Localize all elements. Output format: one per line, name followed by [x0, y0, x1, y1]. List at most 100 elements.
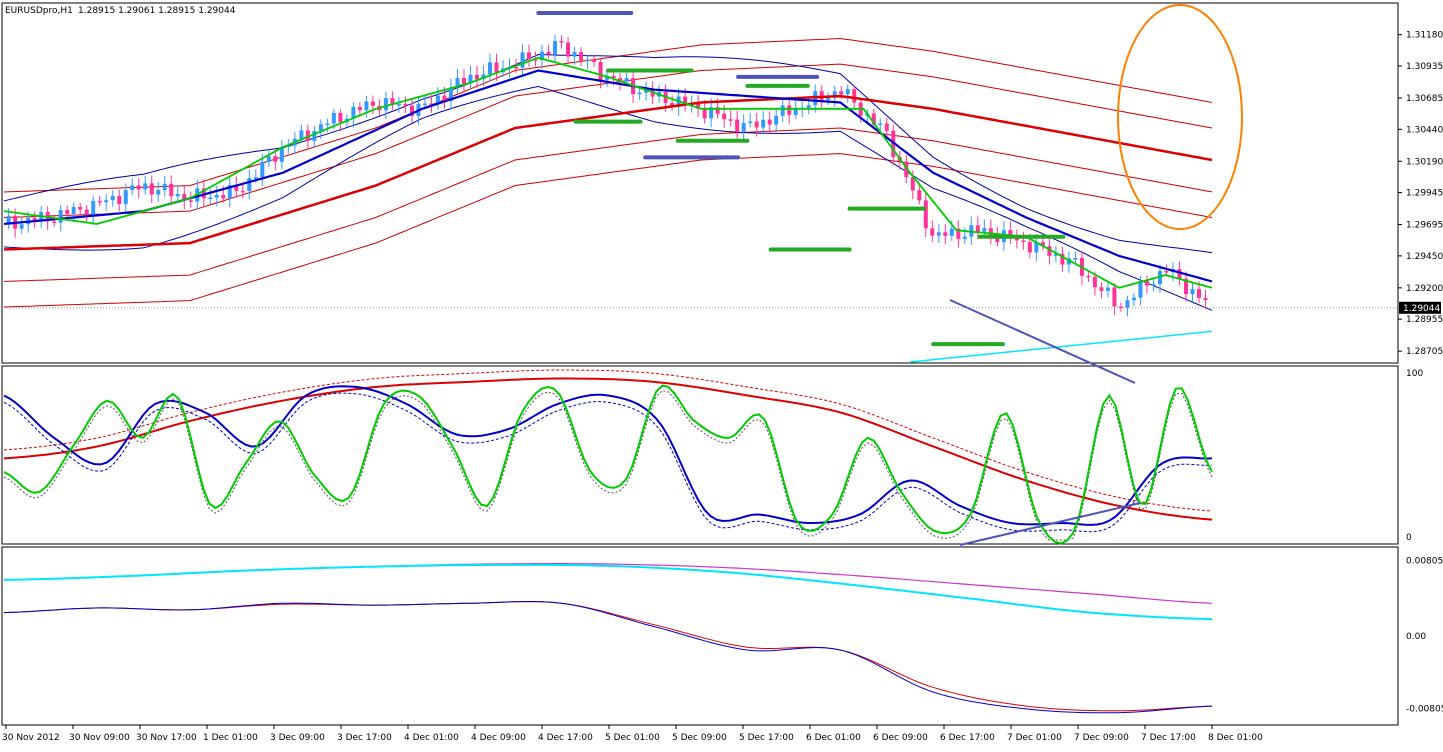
candle-body [117, 196, 122, 205]
candle-body [722, 113, 727, 120]
drawn-trend-line[interactable] [949, 299, 1136, 384]
candle-body [370, 101, 375, 106]
candle-body [71, 207, 76, 214]
candle-body [390, 98, 395, 105]
candle-body [514, 66, 519, 69]
candle-body [123, 190, 128, 205]
candle-body [1099, 287, 1104, 291]
band-upper [3, 53, 1213, 254]
price-ytick-label: 1.29450 [1406, 252, 1443, 262]
chart-header-ohlc: 1.28915 1.29061 1.28915 1.29044 [78, 6, 236, 16]
osc-ytick-label: 0.008051 [1406, 557, 1443, 567]
candle-body [748, 121, 753, 124]
candle-body [435, 95, 440, 104]
candle-body [1021, 240, 1026, 243]
price-ytick-label: 1.31180 [1406, 31, 1443, 41]
candle-body [683, 96, 688, 106]
candle-body [1131, 297, 1136, 301]
xtick-label: 3 Dec 17:00 [337, 733, 392, 743]
candle-body [461, 77, 466, 84]
candle-body [787, 105, 792, 115]
candle-body [741, 122, 746, 132]
stoch-green-line [3, 384, 1213, 545]
candle-body [312, 131, 317, 141]
xtick-label: 6 Dec 01:00 [806, 733, 861, 743]
candle-body [1203, 297, 1208, 301]
candle-body [793, 108, 798, 115]
current-price-tag [1399, 301, 1441, 314]
candle-body [221, 194, 226, 199]
xtick-label: 7 Dec 09:00 [1074, 733, 1129, 743]
candle-body [832, 91, 837, 98]
envelope-lower-2 [3, 153, 1213, 308]
candle-body [546, 51, 551, 55]
candle-body [136, 185, 141, 190]
price-ytick-label: 1.30190 [1406, 157, 1443, 167]
candle-body [943, 232, 948, 236]
candle-body [214, 194, 219, 198]
candle-body [956, 228, 961, 239]
candle-body [97, 200, 102, 203]
candle-body [702, 108, 707, 119]
candle-body [1053, 253, 1058, 256]
candle-body [936, 232, 941, 236]
xtick-label: 1 Dec 01:00 [203, 733, 258, 743]
candle-body [286, 145, 291, 148]
candle-body [357, 106, 362, 111]
candle-body [234, 184, 239, 191]
candle-body [1014, 238, 1019, 241]
candle-body [1105, 287, 1110, 291]
candle-body [1125, 300, 1130, 308]
annotation-ellipse[interactable] [1117, 4, 1243, 230]
candle-body [58, 209, 63, 223]
price-ytick-label: 1.30685 [1406, 94, 1443, 104]
xtick-label: 4 Dec 01:00 [404, 733, 459, 743]
candle-body [527, 52, 532, 60]
price-ytick-label: 1.30935 [1406, 62, 1443, 72]
candle-body [175, 193, 180, 197]
candle-body [266, 156, 271, 162]
xtick-label: 30 Nov 17:00 [136, 733, 197, 743]
candle-body [891, 130, 896, 158]
candle-body [305, 130, 310, 141]
stoch-drawn-trend-line[interactable] [959, 502, 1141, 546]
candle-body [429, 103, 434, 106]
xtick-label: 5 Dec 17:00 [739, 733, 794, 743]
cyan-trend-line [909, 330, 1213, 363]
stoch-blue-line [3, 385, 1213, 526]
osc-cyan-line [3, 563, 1213, 621]
candle-body [351, 106, 356, 119]
candle-body [1190, 289, 1195, 295]
candle-body [104, 200, 109, 203]
price-ytick-label: 1.29695 [1406, 221, 1443, 231]
candle-body [559, 41, 564, 43]
candle-body [852, 89, 857, 103]
ma-slow-line [3, 94, 1213, 251]
candle-body [715, 107, 720, 114]
candle-body [1060, 253, 1065, 265]
candle-body [65, 209, 70, 214]
candle-body [1066, 258, 1071, 265]
candle-body [422, 103, 427, 106]
candle-body [975, 225, 980, 232]
candle-body [618, 78, 623, 82]
candle-body [78, 207, 83, 210]
stochastic-panel [1, 365, 1399, 545]
candle-body [448, 87, 453, 101]
candle-body [84, 209, 89, 216]
price-ytick-label: 1.30440 [1406, 125, 1443, 135]
candle-body [383, 98, 388, 111]
candle-body [637, 92, 642, 95]
stoch-ytick-label: 100 [1406, 369, 1423, 379]
candle-body [364, 101, 369, 111]
candle-body [780, 105, 785, 116]
current-price-label: 1.29044 [1403, 304, 1440, 314]
candle-body [754, 121, 759, 128]
xtick-label: 7 Dec 01:00 [1007, 733, 1062, 743]
candle-body [130, 185, 135, 191]
stoch-ytick-label: 0 [1406, 533, 1412, 543]
candle-body [917, 190, 922, 201]
candle-body [260, 161, 265, 178]
candle-body [91, 200, 96, 216]
